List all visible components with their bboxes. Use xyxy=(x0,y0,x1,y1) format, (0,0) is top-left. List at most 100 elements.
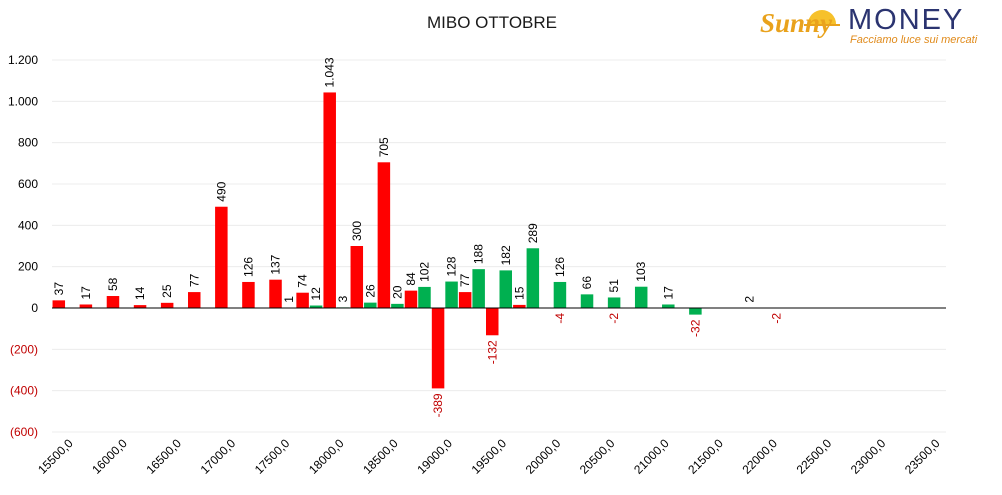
x-tick-label: 19000,0 xyxy=(414,436,455,477)
y-tick-label: 1.000 xyxy=(8,94,38,108)
data-label: 74 xyxy=(296,274,310,288)
data-label: -389 xyxy=(431,393,445,417)
y-axis: 1.200 1.000 800 600 400 200 0 (200) (400) (600) xyxy=(8,53,38,439)
x-tick-label: 23000,0 xyxy=(848,436,889,477)
data-label: 26 xyxy=(363,284,377,298)
data-label: 37 xyxy=(52,282,66,296)
data-label: 25 xyxy=(160,284,174,298)
data-label: 1 xyxy=(282,296,296,303)
x-tick-label: 19500,0 xyxy=(469,436,510,477)
x-tick-label: 20000,0 xyxy=(523,436,564,477)
bar-red xyxy=(296,292,309,308)
logo-script-text: Sunny xyxy=(760,8,833,38)
x-tick-label: 17500,0 xyxy=(252,436,293,477)
x-tick-label: 21500,0 xyxy=(685,436,726,477)
bar-red xyxy=(52,300,66,308)
bar-red xyxy=(160,302,174,308)
bar-red xyxy=(404,290,418,308)
bar-green xyxy=(309,305,323,308)
data-label: 77 xyxy=(187,273,201,287)
logo-word-text: MONEY xyxy=(848,4,965,36)
bar-green xyxy=(580,294,594,308)
data-label: 102 xyxy=(417,262,431,282)
data-label: 15 xyxy=(512,286,526,300)
data-label: 17 xyxy=(79,286,93,300)
bar-red xyxy=(79,304,93,308)
data-label: 14 xyxy=(133,286,147,300)
gridlines xyxy=(52,59,946,433)
y-tick-label: 800 xyxy=(18,136,38,150)
y-tick-label: (600) xyxy=(10,425,38,439)
data-label: 3 xyxy=(336,295,350,302)
data-label: 2 xyxy=(743,296,757,303)
bar-red xyxy=(215,206,228,308)
y-tick-label: 200 xyxy=(18,260,38,274)
data-label: 137 xyxy=(269,254,283,274)
bar-green xyxy=(418,286,431,308)
logo-tagline: Facciamo luce sui mercati xyxy=(850,34,978,46)
data-label: 182 xyxy=(499,245,513,265)
data-label: 300 xyxy=(350,221,364,241)
x-tick-label: 15500,0 xyxy=(35,436,76,477)
y-tick-label: 1.200 xyxy=(8,53,38,67)
bar-green xyxy=(607,297,621,308)
bar-green xyxy=(445,281,458,308)
bar-red xyxy=(458,292,472,308)
bar-red xyxy=(269,279,282,308)
bar-green xyxy=(364,302,377,308)
data-label: 705 xyxy=(377,137,391,157)
bar-red xyxy=(486,308,499,336)
y-tick-label: 400 xyxy=(18,218,38,232)
bar-red xyxy=(513,304,526,308)
y-tick-label: (400) xyxy=(10,384,38,398)
x-tick-label: 17000,0 xyxy=(198,436,239,477)
data-label: 66 xyxy=(580,276,594,290)
bar-green xyxy=(499,270,512,308)
data-label: 84 xyxy=(404,272,418,286)
sun-icon xyxy=(804,10,840,26)
x-tick-label: 20500,0 xyxy=(577,436,618,477)
bar-red xyxy=(350,246,364,308)
bar-green xyxy=(553,281,567,308)
data-label: 1.043 xyxy=(323,57,337,87)
bar-green xyxy=(662,304,675,308)
data-label: 51 xyxy=(607,279,621,293)
data-label: 12 xyxy=(309,287,323,301)
bar-red xyxy=(377,162,391,308)
data-label: 126 xyxy=(553,257,567,277)
data-label: 289 xyxy=(526,223,540,243)
x-tick-label: 22000,0 xyxy=(739,436,780,477)
data-label: -2 xyxy=(770,313,784,324)
x-tick-label: 16000,0 xyxy=(89,436,130,477)
data-label: 128 xyxy=(445,256,459,276)
bar-green xyxy=(689,308,702,315)
data-label: -132 xyxy=(485,340,499,364)
bar-red xyxy=(133,305,147,308)
data-label: 188 xyxy=(472,244,486,264)
y-tick-label: 600 xyxy=(18,177,38,191)
bar-green xyxy=(526,248,540,308)
bar-green xyxy=(634,286,648,308)
bar-red xyxy=(106,296,120,308)
data-label: 58 xyxy=(106,277,120,291)
y-tick-label: 0 xyxy=(31,301,38,315)
data-label: 77 xyxy=(458,273,472,287)
data-label: -2 xyxy=(607,313,621,324)
sunny-money-logo: Sunny MONEY Facciamo luce sui mercati xyxy=(760,4,985,48)
bar-green xyxy=(472,269,485,308)
data-label: -4 xyxy=(553,313,567,324)
x-tick-label: 18500,0 xyxy=(360,436,401,477)
bars xyxy=(52,92,756,389)
data-label: 103 xyxy=(634,261,648,281)
bar-red xyxy=(323,92,336,309)
y-tick-label: (200) xyxy=(10,342,38,356)
data-label: 126 xyxy=(241,257,255,277)
data-label: 20 xyxy=(390,285,404,299)
x-tick-label: 23500,0 xyxy=(902,436,943,477)
bar-green xyxy=(391,303,404,308)
x-axis: 15500,0 16000,0 16500,0 17000,0 17500,0 18000… xyxy=(35,436,943,477)
bar-red xyxy=(188,292,201,308)
data-label: 490 xyxy=(214,181,228,201)
